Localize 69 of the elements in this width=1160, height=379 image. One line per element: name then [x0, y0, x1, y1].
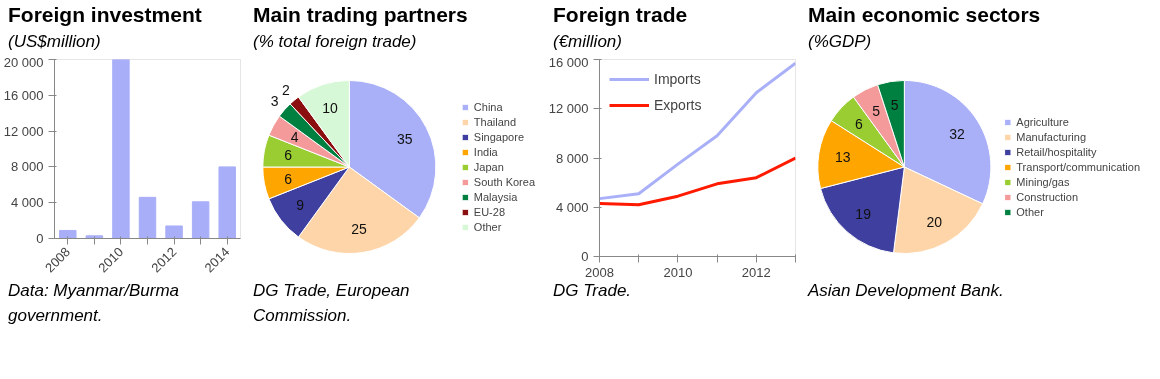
legend-label: South Korea — [473, 175, 535, 188]
legend-label: Transport/communication — [1016, 160, 1140, 173]
line-series — [599, 61, 796, 201]
data-label: 4 — [290, 129, 299, 146]
chart-title: Foreign investment — [8, 3, 202, 26]
legend-label: Construction — [1016, 190, 1079, 203]
chart-subtitle: (€million) — [553, 32, 622, 51]
data-label: 13 — [835, 149, 851, 166]
y-tick-label: 4 000 — [10, 195, 44, 211]
y-tick-label: 0 — [36, 231, 44, 247]
x-tick-label: 2010 — [663, 264, 693, 280]
y-tick-label: 12 000 — [548, 101, 589, 117]
text: Asian Development Bank. — [808, 281, 1004, 301]
chart-title: Foreign trade — [553, 3, 688, 26]
data-label: 10 — [322, 100, 339, 117]
data-label: 32 — [949, 125, 965, 142]
x-tick-label: 2008 — [585, 264, 614, 280]
y-tick-label: 8 000 — [555, 150, 589, 166]
chart-title: Main economic sectors — [808, 3, 1041, 26]
data-label: 25 — [351, 220, 368, 237]
text: Data: Myanmar/Burma government. — [8, 281, 179, 325]
legend-label: Agriculture — [1016, 115, 1069, 128]
y-tick-label: 8 000 — [10, 159, 44, 175]
legend-label: Singapore — [473, 130, 524, 143]
data-label: 2 — [282, 82, 291, 99]
data-label: 19 — [855, 206, 872, 223]
bar — [112, 59, 130, 239]
bar — [138, 197, 157, 239]
bar — [218, 166, 236, 239]
text: DG Trade. — [553, 281, 632, 301]
y-tick-label: 16 000 — [3, 88, 44, 104]
y-tick-label: 4 000 — [555, 200, 589, 216]
bar — [165, 225, 183, 239]
legend-label: China — [473, 100, 503, 113]
bar — [85, 235, 104, 239]
data-label: 20 — [926, 213, 943, 230]
data-label: 3 — [270, 93, 279, 110]
data-label: 5 — [872, 103, 881, 120]
chart-title: Main trading partners — [253, 3, 468, 26]
chart-subtitle: (% total foreign trade) — [253, 32, 417, 51]
y-tick-label: 16 000 — [548, 54, 589, 70]
data-label: 35 — [397, 130, 413, 147]
bar — [59, 230, 77, 239]
legend-label: Mining/gas — [1016, 175, 1070, 188]
legend-label: Imports — [654, 71, 701, 88]
legend-label: Thailand — [473, 115, 517, 128]
legend-label: EU-28 — [473, 205, 506, 218]
data-label: 6 — [855, 116, 864, 133]
data-label: 5 — [890, 97, 899, 114]
legend-label: Malaysia — [473, 190, 518, 203]
legend-label: Exports — [654, 97, 702, 114]
legend-label: Manufacturing — [1016, 130, 1087, 143]
legend-label: Japan — [473, 160, 504, 173]
data-label: 6 — [284, 147, 293, 164]
legend-label: Other — [1016, 205, 1044, 218]
legend-label: Retail/hospitality — [1016, 145, 1097, 158]
bar — [191, 201, 210, 239]
chart-subtitle: (US$million) — [8, 32, 101, 51]
y-tick-label: 0 — [581, 249, 589, 265]
y-tick-label: 20 000 — [3, 54, 44, 70]
legend-label: Other — [473, 220, 502, 233]
data-label: 9 — [296, 197, 305, 214]
legend-label: India — [473, 145, 498, 158]
data-label: 6 — [284, 170, 293, 187]
chart-subtitle: (%GDP) — [808, 32, 872, 51]
x-tick-label: 2012 — [741, 264, 771, 280]
y-tick-label: 12 000 — [3, 123, 44, 139]
line-series — [599, 156, 796, 207]
text: DG Trade, European Commission. — [253, 281, 410, 325]
